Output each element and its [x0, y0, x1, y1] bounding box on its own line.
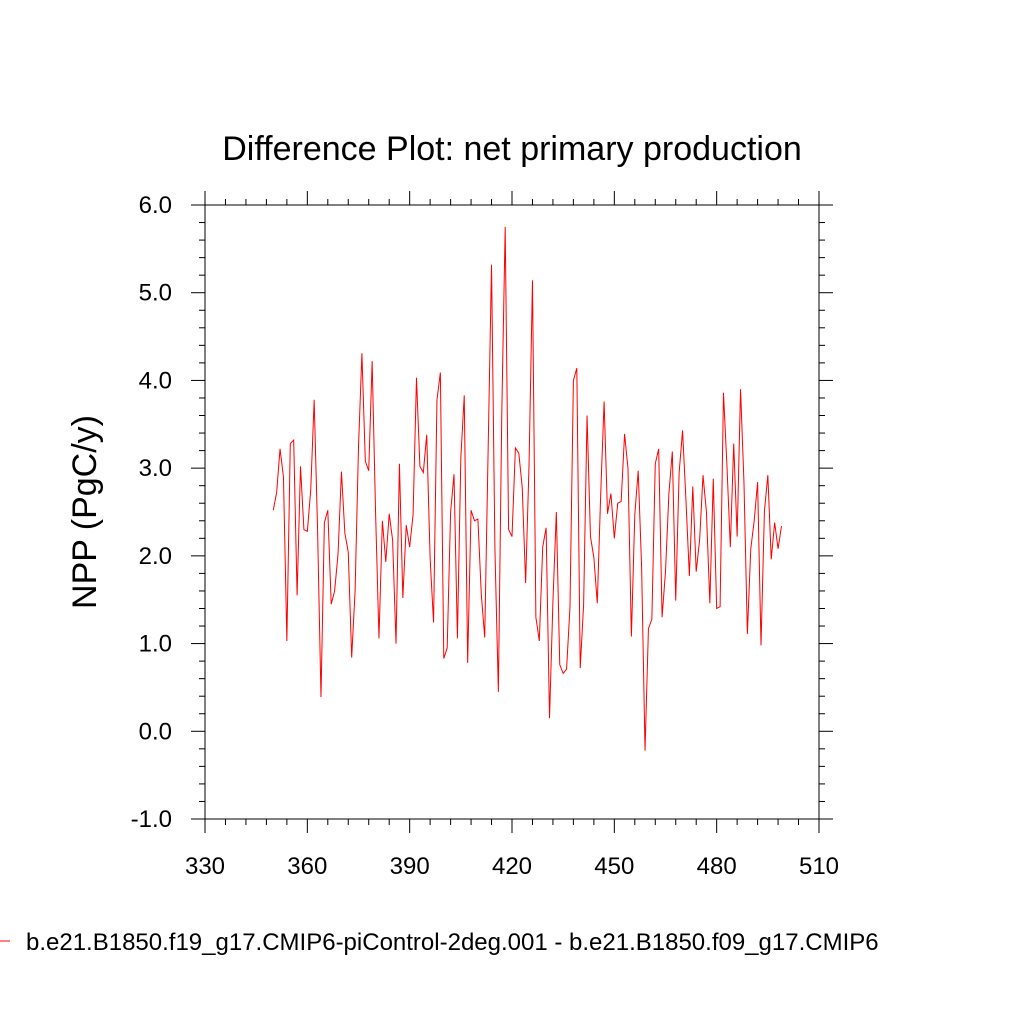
x-tick-label: 330: [185, 853, 225, 880]
x-tick-label: 420: [492, 853, 532, 880]
chart-title: Difference Plot: net primary production: [222, 130, 802, 168]
x-tick-label: 390: [390, 853, 430, 880]
legend: b.e21.B1850.f19_g17.CMIP6-piControl-2deg…: [0, 929, 879, 956]
x-tick-label: 360: [287, 853, 327, 880]
x-tick-label: 510: [799, 853, 839, 880]
y-tick-label: 0.0: [139, 718, 172, 745]
plot-frame: [204, 204, 820, 820]
y-tick-label: 4.0: [139, 367, 172, 394]
series-line: [272, 226, 782, 751]
y-tick-label: -1.0: [131, 806, 172, 833]
x-tick-label: 480: [697, 853, 737, 880]
y-tick-label: 6.0: [139, 192, 172, 219]
y-tick-label: 3.0: [139, 455, 172, 482]
legend-label: b.e21.B1850.f19_g17.CMIP6-piControl-2deg…: [26, 929, 879, 956]
x-tick-label: 450: [594, 853, 634, 880]
y-axis-label: NPP (PgC/y): [66, 415, 104, 609]
y-tick-label: 5.0: [139, 280, 172, 307]
y-tick-label: 2.0: [139, 543, 172, 570]
y-tick-label: 1.0: [139, 631, 172, 658]
